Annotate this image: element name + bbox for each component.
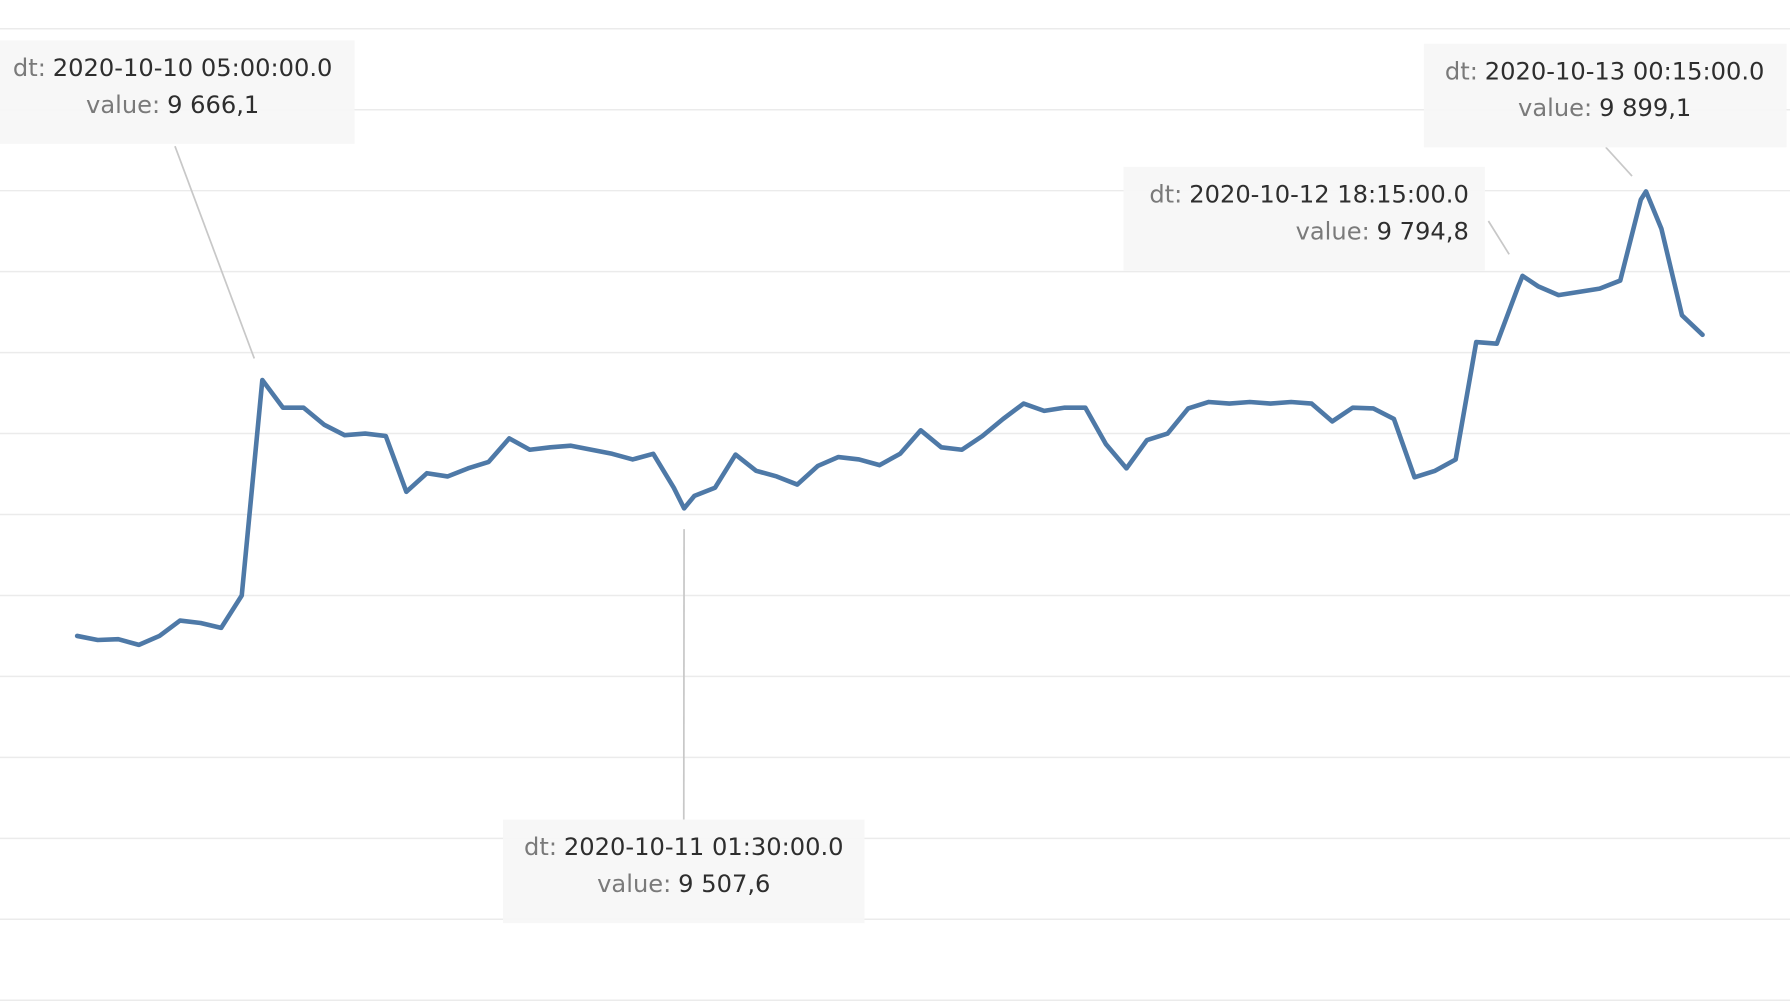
annotation-value: value: 9 666,1 <box>86 91 259 119</box>
annotation-box <box>503 819 865 924</box>
annotation-connector <box>1487 220 1510 255</box>
annotation-value-key: value: <box>86 91 160 119</box>
annotation-value-label: 9 507,6 <box>678 870 770 898</box>
annotation-dt-key: dt: <box>1445 57 1478 85</box>
annotation-dt-key: dt: <box>1149 181 1182 209</box>
annotation-dt: dt: 2020-10-12 18:15:00.0 <box>1149 181 1468 209</box>
annotation-dt: dt: 2020-10-13 00:15:00.0 <box>1445 57 1764 85</box>
annotation-value-key: value: <box>1518 94 1592 122</box>
annotation-dt-key: dt: <box>524 833 557 861</box>
annotation-dt-value: 2020-10-12 18:15:00.0 <box>1189 181 1469 209</box>
annotation-value-label: 9 899,1 <box>1599 94 1691 122</box>
annotation-value: value: 9 507,6 <box>597 870 770 898</box>
annotation-dt-value: 2020-10-13 00:15:00.0 <box>1485 57 1765 85</box>
annotation-box <box>1423 43 1787 148</box>
annotation-value-label: 9 666,1 <box>167 91 259 119</box>
data-line <box>74 189 1705 648</box>
annotation-connector <box>1605 146 1633 177</box>
annotation-dt: dt: 2020-10-11 01:30:00.0 <box>524 833 843 861</box>
annotation-dt: dt: 2020-10-10 05:00:00.0 <box>13 54 332 82</box>
annotation-box <box>1123 166 1485 271</box>
annotation-dt-value: 2020-10-10 05:00:00.0 <box>53 54 333 82</box>
annotation-dt-key: dt: <box>13 54 46 82</box>
annotation-dt-value: 2020-10-11 01:30:00.0 <box>564 833 844 861</box>
annotation-connector <box>174 145 256 359</box>
annotation-value: value: 9 899,1 <box>1518 94 1691 122</box>
annotation-box <box>0 40 355 144</box>
annotation-value-key: value: <box>1296 217 1370 245</box>
annotation-value-key: value: <box>597 870 671 898</box>
annotation-value: value: 9 794,8 <box>1296 217 1469 245</box>
annotation-value-label: 9 794,8 <box>1377 217 1469 245</box>
